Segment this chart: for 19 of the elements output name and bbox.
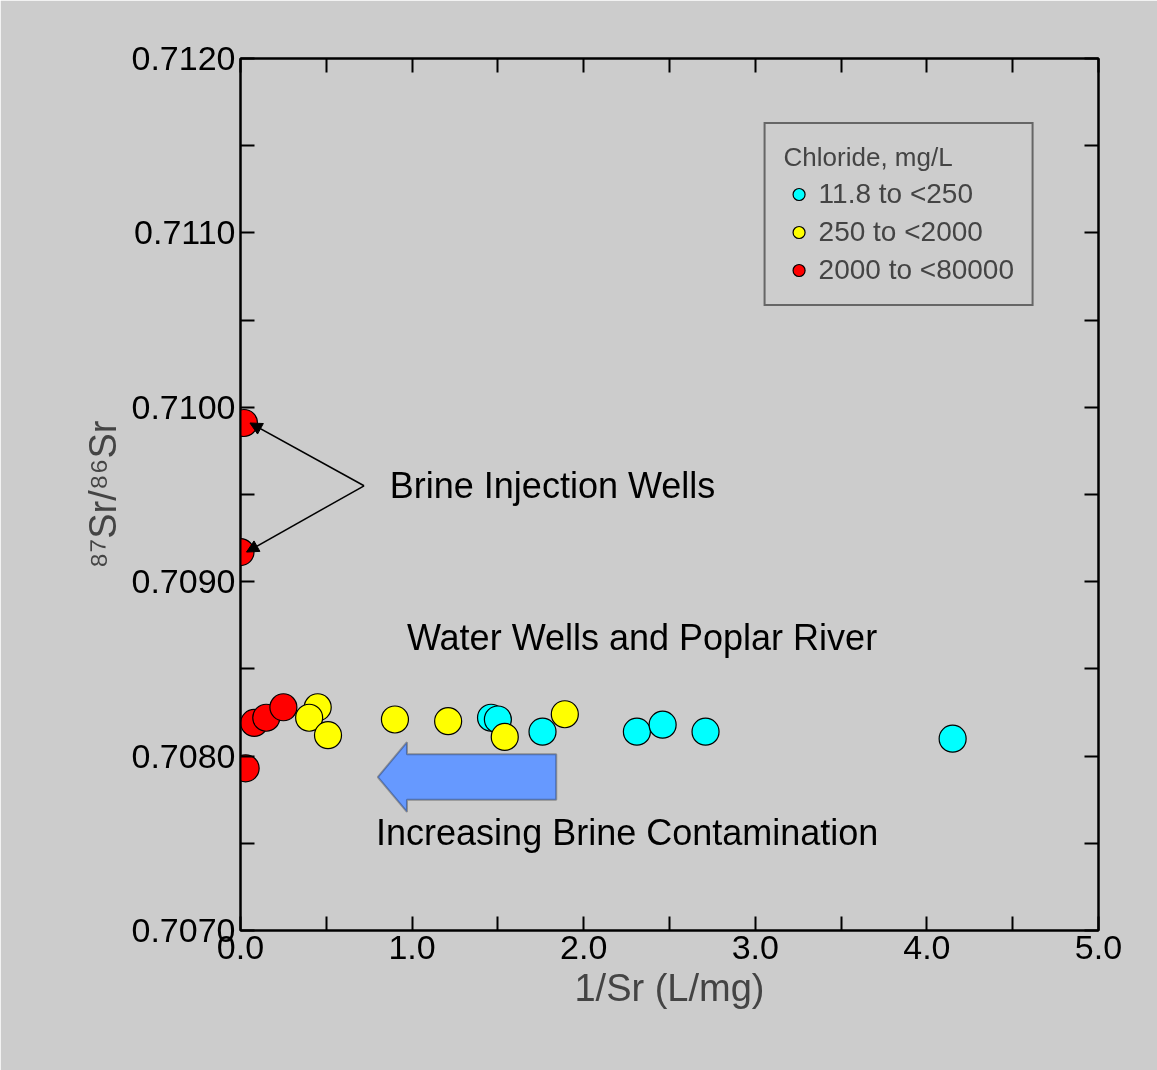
y-tick-label: 0.7080 bbox=[131, 736, 236, 775]
y-tick-label: 0.7120 bbox=[131, 39, 236, 77]
legend-label: 2000 to <80000 bbox=[818, 254, 1014, 286]
legend-label: 11.8 to <250 bbox=[818, 178, 973, 210]
annotation: Brine Injection Wells bbox=[389, 465, 716, 507]
x-axis-title: 1/Sr (L/mg) bbox=[574, 966, 765, 1009]
x-tick-label: 4.0 bbox=[903, 927, 951, 966]
legend-title: Chloride, mg/L bbox=[783, 142, 954, 173]
annotation: Increasing Brine Contamination bbox=[376, 812, 879, 854]
y-tick-label: 0.7110 bbox=[134, 213, 236, 252]
x-tick-label: 5.0 bbox=[1074, 927, 1123, 966]
x-tick-label: 1.0 bbox=[388, 927, 436, 966]
x-tick-label: 3.0 bbox=[731, 927, 779, 966]
y-axis-title: ⁸⁷Sr/⁸⁶Sr bbox=[81, 420, 124, 569]
x-tick-label: 2.0 bbox=[560, 927, 608, 966]
y-tick-label: 0.7100 bbox=[131, 387, 236, 426]
annotation: Water Wells and Poplar River bbox=[406, 617, 878, 659]
y-tick-label: 0.7090 bbox=[131, 562, 236, 601]
legend-label: 250 to <2000 bbox=[818, 216, 983, 248]
